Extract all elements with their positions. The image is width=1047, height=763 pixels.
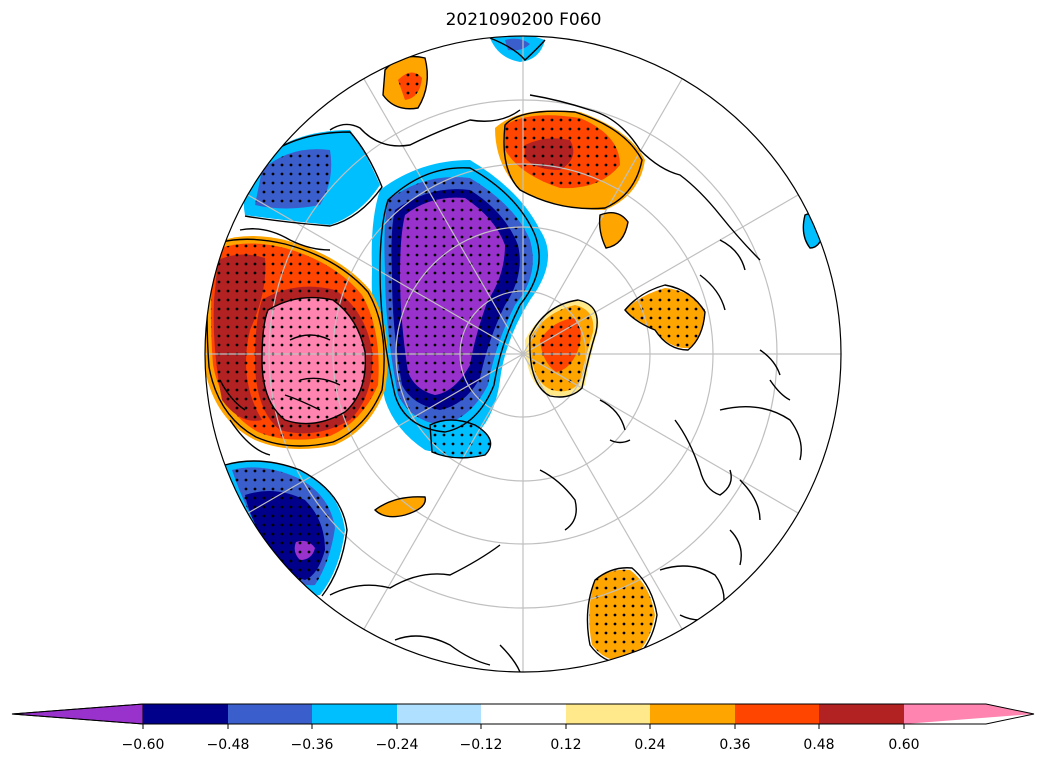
negative-anomaly-core — [505, 38, 530, 51]
colorbar-tick-label: −0.60 — [122, 737, 165, 753]
significance-stipple — [210, 72, 705, 661]
colorbar-extend-high — [904, 704, 1034, 724]
map-disc — [205, 36, 841, 672]
colorbar-extend-low — [11, 703, 144, 725]
colorbar-segment — [312, 704, 397, 724]
colorbar-segment — [735, 704, 819, 724]
colorbar-segment — [228, 704, 312, 724]
colorbar-segment — [819, 704, 904, 724]
colorbar-ticks — [142, 724, 905, 729]
colorbar-tick-label: 0.24 — [634, 737, 665, 753]
colorbar-tick-label: 0.60 — [888, 737, 919, 753]
colorbar-segment — [397, 704, 481, 724]
colorbar-tick-label: 0.36 — [719, 737, 750, 753]
colorbar-tick-label: 0.48 — [803, 737, 834, 753]
colorbar-tick-label: −0.12 — [460, 737, 503, 753]
colorbar-segment — [481, 704, 566, 724]
colorbar-tick-label: −0.24 — [376, 737, 419, 753]
colorbar-segment — [566, 704, 650, 724]
colorbar-tick-label: −0.48 — [207, 737, 250, 753]
map-boundary — [204, 35, 842, 673]
colorbar-outline — [11, 703, 1035, 725]
graticule — [205, 36, 841, 672]
colorbar-tick-label: −0.36 — [291, 737, 334, 753]
figure-title: 2021090200 F060 — [445, 10, 602, 30]
coastlines — [206, 37, 826, 672]
colorbar-segment — [143, 704, 228, 724]
colorbar: −0.60 −0.48 −0.36 −0.24 −0.12 0.12 0.24 … — [11, 703, 1035, 753]
colorbar-segment — [650, 704, 735, 724]
colorbar-tick-label: 0.12 — [550, 737, 581, 753]
